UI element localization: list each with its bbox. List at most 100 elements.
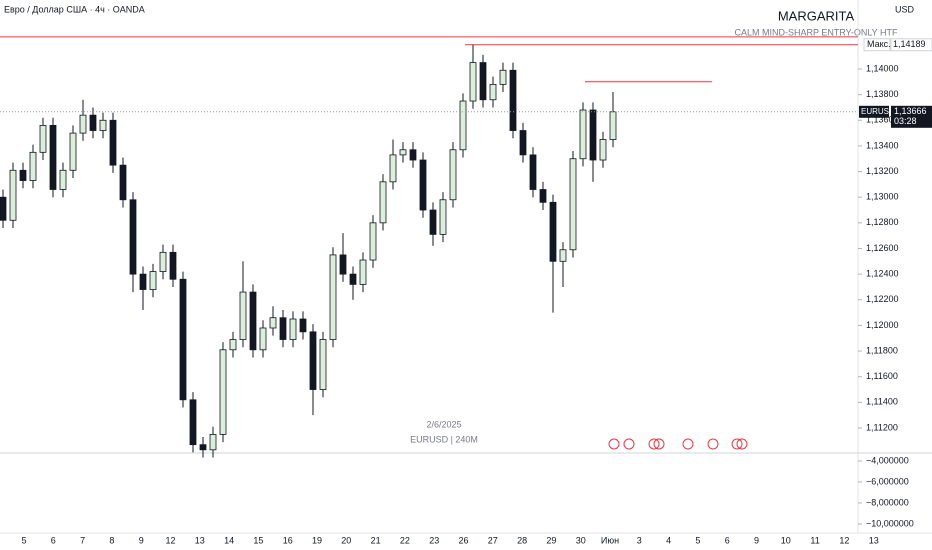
candle-body <box>89 114 97 131</box>
candle-body <box>19 169 27 181</box>
candle-body <box>179 278 187 401</box>
symbol-label: EURUSD <box>861 107 895 116</box>
candle-body <box>499 69 507 85</box>
x-tick-label: 29 <box>546 535 556 545</box>
x-tick-label: 16 <box>283 535 293 545</box>
candle-body <box>529 154 537 190</box>
x-tick-label: 13 <box>869 535 879 545</box>
event-icons <box>608 438 748 450</box>
candle-body <box>589 109 597 161</box>
x-tick-label: Июн <box>601 535 619 545</box>
high-tag: Макс. <box>867 39 891 49</box>
high-label-bg <box>890 38 932 52</box>
x-tick-label: 21 <box>371 535 381 545</box>
y-tick-label: 1,12000 <box>866 320 899 330</box>
center-date: 2/6/2025 <box>426 419 461 429</box>
candle-body <box>9 169 17 221</box>
candle-body <box>419 159 427 211</box>
y2-tick-label: −8,000000 <box>866 497 909 507</box>
candle-body <box>429 209 437 235</box>
y2-tick-label: −6,000000 <box>866 476 909 486</box>
candle-body <box>239 291 247 340</box>
y-tick-label: 1,14000 <box>866 63 899 73</box>
x-tick-label: 15 <box>253 535 263 545</box>
candle-body <box>49 124 57 190</box>
currency: USD <box>895 4 915 14</box>
candle-body <box>219 349 227 435</box>
candle-body <box>129 199 137 275</box>
candle-body <box>579 109 587 160</box>
candle-body <box>309 331 317 390</box>
x-tick-label: 12 <box>839 535 849 545</box>
x-tick-label: 6 <box>51 535 56 545</box>
candle-body <box>479 62 487 101</box>
y-tick-label: 1,11600 <box>866 371 898 381</box>
price-label: 1,13666 <box>894 106 927 116</box>
x-tick-label: 4 <box>666 535 671 545</box>
y-tick-label: 1,13600 <box>866 115 899 125</box>
high-label: 1,14189 <box>893 39 926 49</box>
countdown: 03:28 <box>894 116 917 126</box>
x-tick-label: 27 <box>488 535 498 545</box>
candle-body <box>0 196 7 221</box>
candle-body <box>259 327 267 351</box>
y-tick-label: 1,13200 <box>866 166 899 176</box>
price-bg <box>891 105 932 128</box>
candle-body <box>559 249 567 262</box>
candle-body <box>39 124 47 153</box>
candle-body <box>159 251 167 272</box>
candle-body <box>599 139 607 161</box>
y-tick-label: 1,13000 <box>866 192 899 202</box>
candle-body <box>29 151 37 181</box>
x-tick-label: 20 <box>341 535 351 545</box>
y-tick-label: 1,11400 <box>866 397 898 407</box>
x-tick-label: 6 <box>725 535 730 545</box>
candle-body <box>139 273 147 290</box>
x-tick-label: 10 <box>781 535 791 545</box>
y-tick-label: 1,13400 <box>866 140 899 150</box>
watermark: MARGARITA <box>778 8 855 23</box>
candle-body <box>299 318 307 333</box>
candle-body <box>149 271 157 290</box>
candle-body <box>439 199 447 235</box>
x-tick-label: 30 <box>576 535 586 545</box>
candle-body <box>249 291 257 351</box>
y-tick-label: 1,12800 <box>866 217 899 227</box>
x-tick-label: 28 <box>517 535 527 545</box>
candle-body <box>79 114 87 134</box>
x-tick-label: 9 <box>139 535 144 545</box>
x-tick-label: 14 <box>224 535 234 545</box>
subtitle: CALM MIND-SHARP ENTRY-ONLY HTF <box>734 27 898 37</box>
candle-body <box>489 83 497 101</box>
candle-body <box>99 119 107 131</box>
candle-body <box>289 318 297 340</box>
candle-body <box>279 317 287 340</box>
candle-body <box>359 259 367 285</box>
candle-body <box>119 164 127 201</box>
high-tag-bg <box>863 38 891 52</box>
center-symbol: EURUSD | 240M <box>410 434 478 444</box>
candle-body <box>229 339 237 351</box>
x-tick-label: 5 <box>21 535 26 545</box>
x-tick-label: 3 <box>637 535 642 545</box>
candle-body <box>409 149 417 161</box>
candle-body <box>469 62 477 102</box>
y-tick-label: 1,13800 <box>866 89 899 99</box>
y-tick-label: 1,11800 <box>866 345 898 355</box>
x-tick-label: 13 <box>195 535 205 545</box>
candle-body <box>449 149 457 201</box>
candle-body <box>509 69 517 131</box>
x-tick-label: 19 <box>312 535 322 545</box>
candle-body <box>349 273 357 285</box>
x-tick-label: 5 <box>695 535 700 545</box>
x-tick-label: 23 <box>429 535 439 545</box>
candle-body <box>339 254 347 275</box>
x-tick-label: 26 <box>458 535 468 545</box>
y-tick-label: 1,12400 <box>866 269 899 279</box>
candle-body <box>389 154 397 183</box>
candle-body <box>269 317 277 329</box>
y-tick-label: 1,12600 <box>866 243 899 253</box>
candle-body <box>399 149 407 156</box>
chart-title: Евро / Доллар США · 4ч · OANDA <box>4 4 145 14</box>
